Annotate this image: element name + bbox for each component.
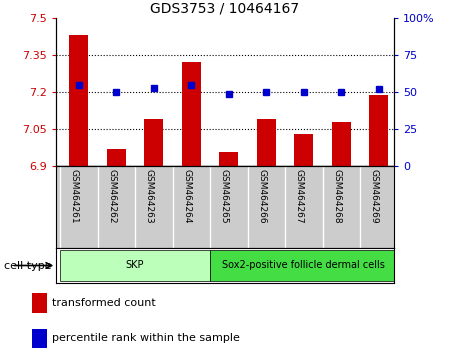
Text: SKP: SKP	[126, 261, 144, 270]
Text: GSM464262: GSM464262	[107, 169, 116, 223]
Text: GSM464261: GSM464261	[70, 169, 79, 223]
Text: cell type: cell type	[4, 261, 52, 271]
Text: GSM464265: GSM464265	[220, 169, 229, 223]
Bar	[144, 119, 163, 166]
Bar	[257, 119, 275, 166]
Bar	[60, 250, 210, 281]
Text: GSM464267: GSM464267	[295, 169, 304, 223]
Text: GSM464269: GSM464269	[370, 169, 379, 223]
Bar	[210, 250, 397, 281]
Text: percentile rank within the sample: percentile rank within the sample	[52, 333, 239, 343]
Bar	[182, 62, 201, 166]
Text: GSM464266: GSM464266	[257, 169, 266, 223]
Bar	[32, 293, 47, 313]
Text: Sox2-positive follicle dermal cells: Sox2-positive follicle dermal cells	[222, 261, 385, 270]
Bar	[369, 95, 388, 166]
Text: GSM464264: GSM464264	[182, 169, 191, 223]
Title: GDS3753 / 10464167: GDS3753 / 10464167	[150, 1, 300, 15]
Bar	[32, 329, 47, 348]
Text: GSM464268: GSM464268	[332, 169, 341, 223]
Text: transformed count: transformed count	[52, 298, 156, 308]
Bar	[294, 134, 313, 166]
Bar	[332, 122, 351, 166]
Bar	[220, 152, 238, 166]
Bar	[69, 35, 88, 166]
Bar	[107, 149, 126, 166]
Text: GSM464263: GSM464263	[145, 169, 154, 223]
